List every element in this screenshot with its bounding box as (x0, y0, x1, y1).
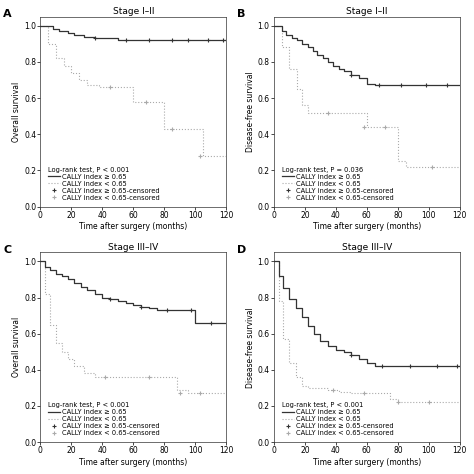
Legend: CALLY index ≥ 0.65, CALLY index < 0.65, CALLY index ≥ 0.65-censored, CALLY index: CALLY index ≥ 0.65, CALLY index < 0.65, … (47, 166, 161, 201)
Title: Stage I–II: Stage I–II (346, 7, 388, 16)
Legend: CALLY index ≥ 0.65, CALLY index < 0.65, CALLY index ≥ 0.65-censored, CALLY index: CALLY index ≥ 0.65, CALLY index < 0.65, … (281, 166, 394, 201)
Y-axis label: Disease-free survival: Disease-free survival (246, 307, 255, 388)
Text: D: D (237, 245, 246, 255)
Y-axis label: Disease-free survival: Disease-free survival (246, 71, 255, 152)
Text: C: C (3, 245, 11, 255)
Y-axis label: Overall survival: Overall survival (12, 82, 21, 142)
X-axis label: Time after surgery (months): Time after surgery (months) (313, 222, 421, 231)
Legend: CALLY index ≥ 0.65, CALLY index < 0.65, CALLY index ≥ 0.65-censored, CALLY index: CALLY index ≥ 0.65, CALLY index < 0.65, … (47, 401, 161, 437)
Text: B: B (237, 9, 245, 19)
Title: Stage III–IV: Stage III–IV (108, 243, 158, 252)
X-axis label: Time after surgery (months): Time after surgery (months) (313, 458, 421, 467)
Text: A: A (3, 9, 12, 19)
Title: Stage I–II: Stage I–II (113, 7, 154, 16)
X-axis label: Time after surgery (months): Time after surgery (months) (79, 458, 187, 467)
Title: Stage III–IV: Stage III–IV (342, 243, 392, 252)
Legend: CALLY index ≥ 0.65, CALLY index < 0.65, CALLY index ≥ 0.65-censored, CALLY index: CALLY index ≥ 0.65, CALLY index < 0.65, … (281, 401, 394, 437)
X-axis label: Time after surgery (months): Time after surgery (months) (79, 222, 187, 231)
Y-axis label: Overall survival: Overall survival (12, 317, 21, 377)
